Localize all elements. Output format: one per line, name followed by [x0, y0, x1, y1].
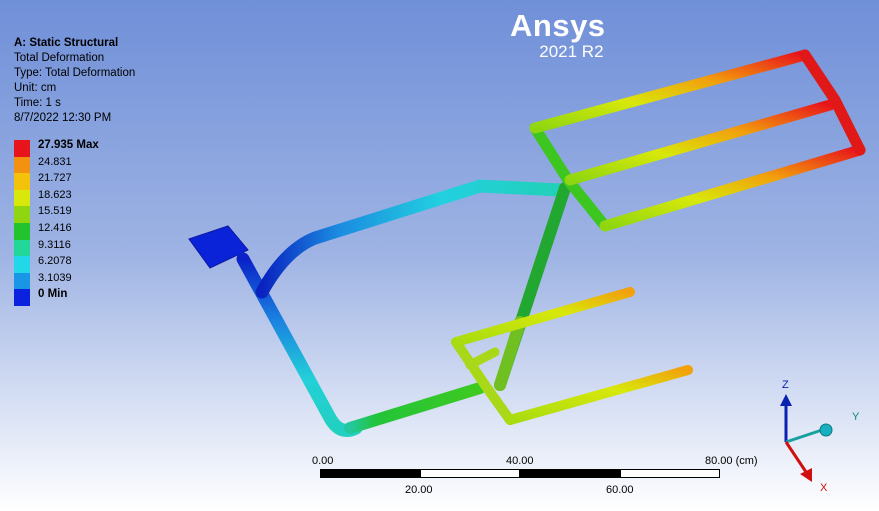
rack-rail-2 [564, 99, 836, 186]
legend-label: 18.623 [38, 188, 72, 201]
result-date: 8/7/2022 12:30 PM [14, 112, 112, 124]
legend-label: 6.2078 [38, 255, 72, 268]
legend-swatch [14, 289, 30, 306]
legend-label: 24.831 [38, 155, 72, 168]
scale-label-20: 20.00 [405, 484, 433, 496]
legend-swatch [14, 140, 30, 157]
legend-swatch [14, 256, 30, 273]
legend-label: 0 Min [38, 288, 68, 301]
y-axis-label: Y [852, 411, 860, 423]
analysis-title: A: Static Structural [14, 37, 119, 49]
legend-swatch [14, 189, 30, 207]
lower-fork-frame [451, 337, 515, 425]
y-arrow-icon [819, 423, 833, 437]
scale-label-80: 80.00 (cm) [705, 455, 758, 467]
legend-label: 9.3116 [38, 238, 71, 251]
scale-label-60: 60.00 [606, 484, 634, 496]
legend-label: 21.727 [38, 172, 72, 185]
z-axis-label: Z [782, 379, 789, 391]
rack-rail-1 [529, 49, 811, 134]
rack-end [799, 49, 866, 156]
scale-segment-3 [520, 469, 620, 478]
x-axis-label: X [820, 482, 828, 494]
result-time: Time: 1 s [14, 97, 61, 109]
legend-label: 12.416 [38, 221, 72, 234]
scale-segment-1 [320, 469, 420, 478]
scale-bar: 0.00 40.00 80.00 (cm) 20.00 60.00 [312, 455, 760, 505]
legend-label: 27.935 Max [38, 139, 99, 151]
result-name: Total Deformation [14, 52, 105, 64]
rack-rail-3 [599, 144, 866, 232]
y-axis [785, 428, 823, 444]
scale-segment-4 [620, 469, 720, 478]
x-axis [784, 441, 808, 473]
legend-swatch [14, 222, 30, 240]
legend-swatch [14, 206, 30, 223]
legend-label: 15.519 [38, 205, 72, 218]
legend-label: 3.1039 [38, 271, 72, 284]
scale-label-0: 0.00 [312, 455, 334, 467]
bottom-tube [344, 382, 486, 434]
result-type: Type: Total Deformation [14, 67, 136, 79]
z-arrow-icon [780, 394, 792, 406]
result-unit: Unit: cm [14, 82, 57, 94]
scale-label-40: 40.00 [506, 455, 534, 467]
legend-swatch [14, 173, 30, 190]
legend-swatch [14, 272, 30, 290]
lower-fork-rail-1 [451, 287, 635, 347]
scale-segment-2 [420, 469, 520, 478]
x-arrow-icon [800, 468, 812, 482]
result-info-panel: A: Static Structural Total Deformation T… [14, 36, 135, 126]
lower-cross [465, 347, 500, 370]
mount-plate [188, 225, 249, 269]
ansys-logo: Ansys 2021 R2 [510, 8, 606, 62]
lower-fork-rail-2 [505, 365, 693, 425]
diagonal-tube-shade [494, 316, 526, 391]
legend-swatch [14, 239, 30, 257]
legend-swatch [14, 156, 30, 174]
coordinate-triad[interactable]: Z Y X [760, 370, 879, 500]
upper-tube [255, 179, 567, 299]
brand-name: Ansys [510, 8, 606, 43]
brand-version: 2021 R2 [539, 42, 604, 61]
